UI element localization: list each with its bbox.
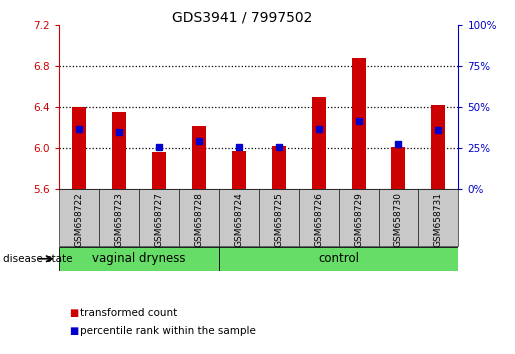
- Bar: [112, 112, 126, 189]
- Bar: [72, 107, 86, 189]
- Text: GDS3941 / 7997502: GDS3941 / 7997502: [172, 11, 312, 25]
- Text: GSM658727: GSM658727: [154, 192, 163, 247]
- Bar: [59, 189, 99, 246]
- Text: control: control: [318, 252, 359, 265]
- Bar: [272, 146, 286, 189]
- Text: vaginal dryness: vaginal dryness: [92, 252, 186, 265]
- Bar: [339, 189, 379, 246]
- Bar: [232, 151, 246, 189]
- Bar: [59, 247, 219, 271]
- Text: transformed count: transformed count: [80, 308, 177, 318]
- Text: GSM658723: GSM658723: [115, 192, 124, 247]
- Text: ■: ■: [70, 308, 79, 318]
- Bar: [312, 97, 325, 189]
- Text: disease state: disease state: [3, 254, 72, 264]
- Bar: [379, 189, 418, 246]
- Bar: [99, 189, 139, 246]
- Bar: [432, 105, 445, 189]
- Text: ■: ■: [70, 326, 79, 336]
- Bar: [352, 58, 366, 189]
- Text: GSM658729: GSM658729: [354, 192, 363, 247]
- Bar: [219, 189, 259, 246]
- Text: GSM658724: GSM658724: [234, 192, 243, 247]
- Bar: [152, 152, 166, 189]
- Bar: [219, 247, 458, 271]
- Bar: [418, 189, 458, 246]
- Text: percentile rank within the sample: percentile rank within the sample: [80, 326, 256, 336]
- Text: GSM658730: GSM658730: [394, 192, 403, 247]
- Bar: [259, 189, 299, 246]
- Bar: [179, 189, 219, 246]
- Bar: [139, 189, 179, 246]
- Text: GSM658731: GSM658731: [434, 192, 443, 247]
- Text: GSM658722: GSM658722: [75, 192, 83, 247]
- Bar: [299, 189, 339, 246]
- Text: GSM658725: GSM658725: [274, 192, 283, 247]
- Bar: [391, 147, 405, 189]
- Bar: [192, 126, 206, 189]
- Text: GSM658726: GSM658726: [314, 192, 323, 247]
- Text: GSM658728: GSM658728: [195, 192, 203, 247]
